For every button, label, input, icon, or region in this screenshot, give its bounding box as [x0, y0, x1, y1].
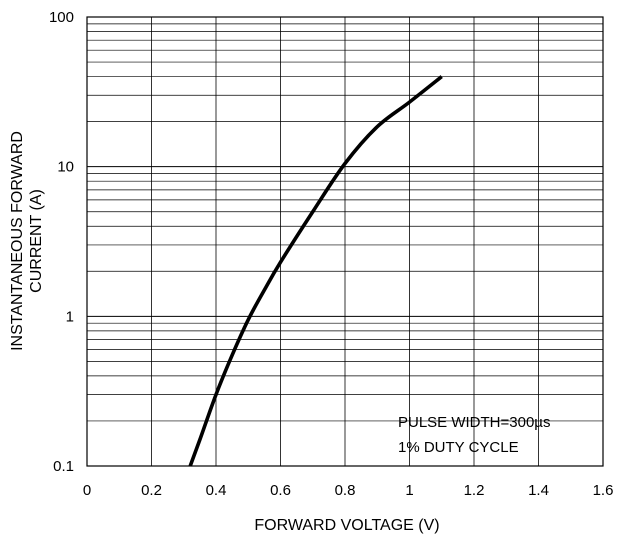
x-tick-label: 1.2 [464, 482, 485, 499]
x-tick-label: 0.4 [206, 482, 227, 499]
grid-horizontal-lines [87, 23, 603, 467]
grid-vertical-lines [86, 17, 604, 466]
x-axis-title: FORWARD VOLTAGE (V) [254, 517, 439, 534]
y-tick-label: 0.1 [53, 458, 74, 475]
x-tick-label: 0.2 [141, 482, 162, 499]
y-axis-title-line-1: INSTANTANEOUS FORWARD [9, 131, 26, 351]
y-axis-title-line-2: CURRENT (A) [28, 189, 45, 293]
plot-frame [86, 16, 604, 467]
series-line [188, 75, 443, 467]
x-tick-label: 0 [83, 482, 91, 499]
x-tick-label: 1.6 [593, 482, 614, 499]
annotation-pulse-width: PULSE WIDTH=300µs [398, 414, 550, 431]
x-tick-label: 1.4 [528, 482, 549, 499]
x-tick-label: 0.6 [270, 482, 291, 499]
y-tick-label: 10 [57, 159, 74, 176]
y-tick-label: 100 [49, 9, 74, 26]
x-tick-label: 0.8 [335, 482, 356, 499]
y-tick-label: 1 [66, 308, 74, 325]
y-axis-tick-labels: 0.1 1 10 100 [49, 9, 74, 475]
x-axis-tick-labels: 0 0.2 0.4 0.6 0.8 1 1.2 1.4 1.6 [83, 482, 614, 499]
annotation-duty-cycle: 1% DUTY CYCLE [398, 439, 519, 456]
x-tick-label: 1 [405, 482, 413, 499]
